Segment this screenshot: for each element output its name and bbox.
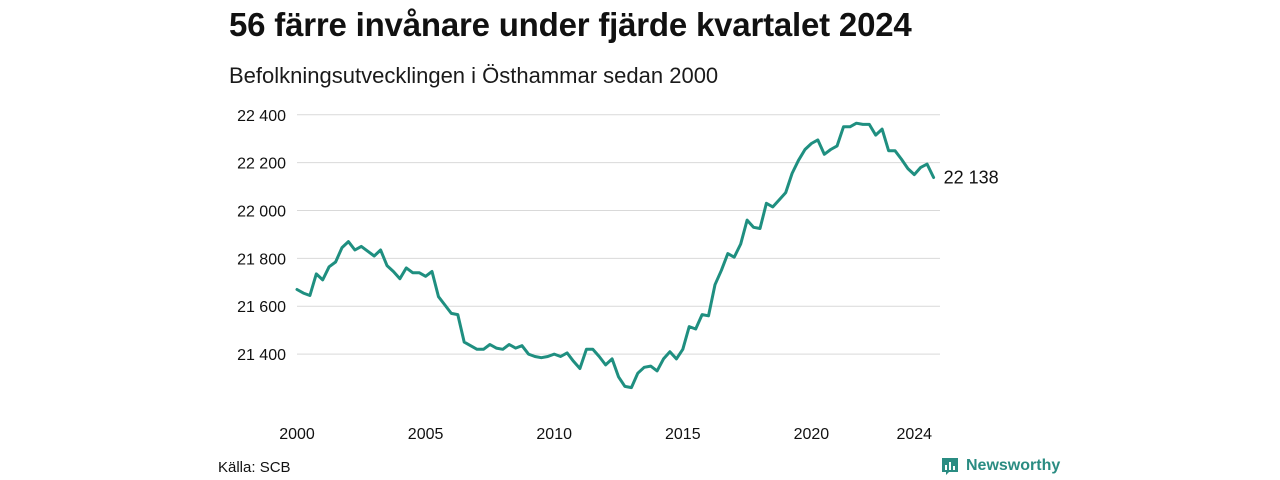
series-line <box>295 121 936 390</box>
x-tick-label: 2020 <box>794 426 830 443</box>
x-tick-label: 2010 <box>536 426 572 443</box>
bar-chart-icon <box>942 458 958 475</box>
series-group <box>295 121 936 390</box>
y-tick-label: 22 200 <box>237 156 286 173</box>
y-tick-label: 22 000 <box>237 204 286 221</box>
brand-logo: Newsworthy <box>940 456 1060 476</box>
y-tick-label: 21 400 <box>237 347 286 364</box>
x-tick-label: 2024 <box>896 426 932 443</box>
chart-title: 56 färre invånare under fjärde kvartalet… <box>229 6 912 43</box>
x-axis-ticks: 2000 2005 2010 2015 2020 2024 <box>279 426 932 443</box>
end-value-label: 22 138 <box>944 167 999 187</box>
y-tick-label: 22 400 <box>237 108 286 125</box>
y-gridlines <box>297 114 940 355</box>
y-tick-label: 21 600 <box>237 299 286 316</box>
x-tick-label: 2000 <box>279 426 315 443</box>
brand-name: Newsworthy <box>966 457 1061 474</box>
y-tick-label: 21 800 <box>237 251 286 268</box>
x-tick-label: 2015 <box>665 426 701 443</box>
source-credit: Källa: SCB <box>218 459 291 476</box>
chart-subtitle: Befolkningsutvecklingen i Östhammar seda… <box>229 63 719 88</box>
y-axis-ticks: 21 400 21 600 21 800 22 000 22 200 22 400 <box>237 108 286 364</box>
x-tick-label: 2005 <box>408 426 444 443</box>
